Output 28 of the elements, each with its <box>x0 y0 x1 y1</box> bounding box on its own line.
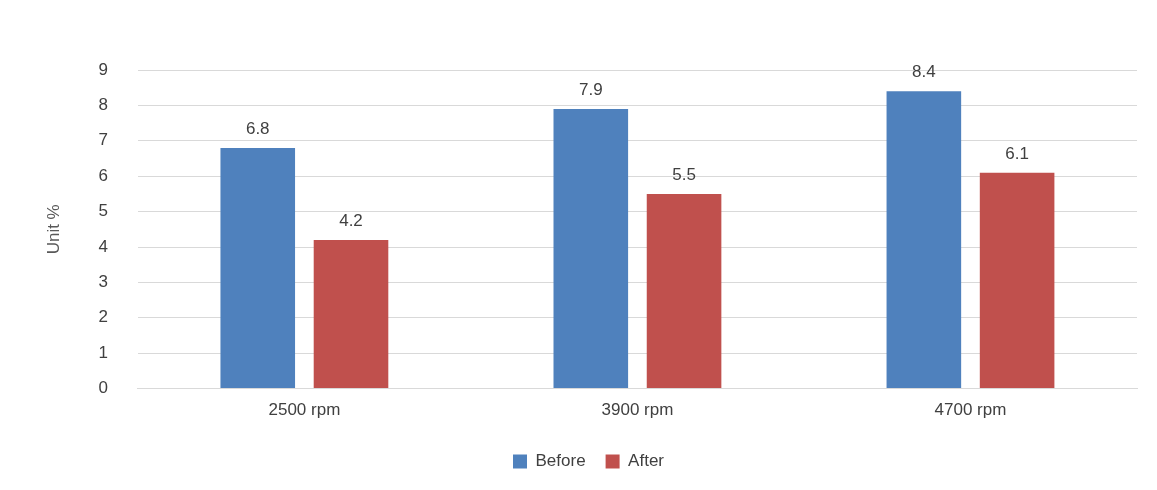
y-tick-label: 5 <box>98 201 108 221</box>
data-label: 6.1 <box>1005 143 1029 163</box>
y-axis-title: Unit % <box>43 204 63 255</box>
y-tick-label: 8 <box>98 95 108 115</box>
data-label: 5.5 <box>672 165 696 185</box>
y-tick-label: 4 <box>98 236 108 256</box>
legend-label: Before <box>535 451 586 471</box>
y-tick-label: 7 <box>98 130 108 150</box>
x-tick-label: 4700 rpm <box>934 400 1007 420</box>
data-label: 7.9 <box>578 80 603 100</box>
y-tick-label: 2 <box>98 307 108 327</box>
bar <box>979 172 1055 389</box>
legend-label: After <box>628 451 665 471</box>
data-label: 4.2 <box>339 211 363 231</box>
x-tick-label: 3900 rpm <box>601 400 674 420</box>
y-tick-label: 9 <box>98 59 108 79</box>
bar <box>220 147 296 389</box>
bar <box>886 91 962 389</box>
bar <box>646 193 722 389</box>
x-tick-label: 2500 rpm <box>268 400 341 420</box>
data-label: 8.4 <box>912 62 936 82</box>
bar <box>553 108 629 389</box>
bar <box>313 239 389 389</box>
y-tick-label: 1 <box>98 342 108 362</box>
y-tick-label: 0 <box>98 378 108 398</box>
y-tick-label: 3 <box>98 272 108 292</box>
y-tick-label: 6 <box>98 165 108 185</box>
data-label: 6.8 <box>245 119 270 139</box>
